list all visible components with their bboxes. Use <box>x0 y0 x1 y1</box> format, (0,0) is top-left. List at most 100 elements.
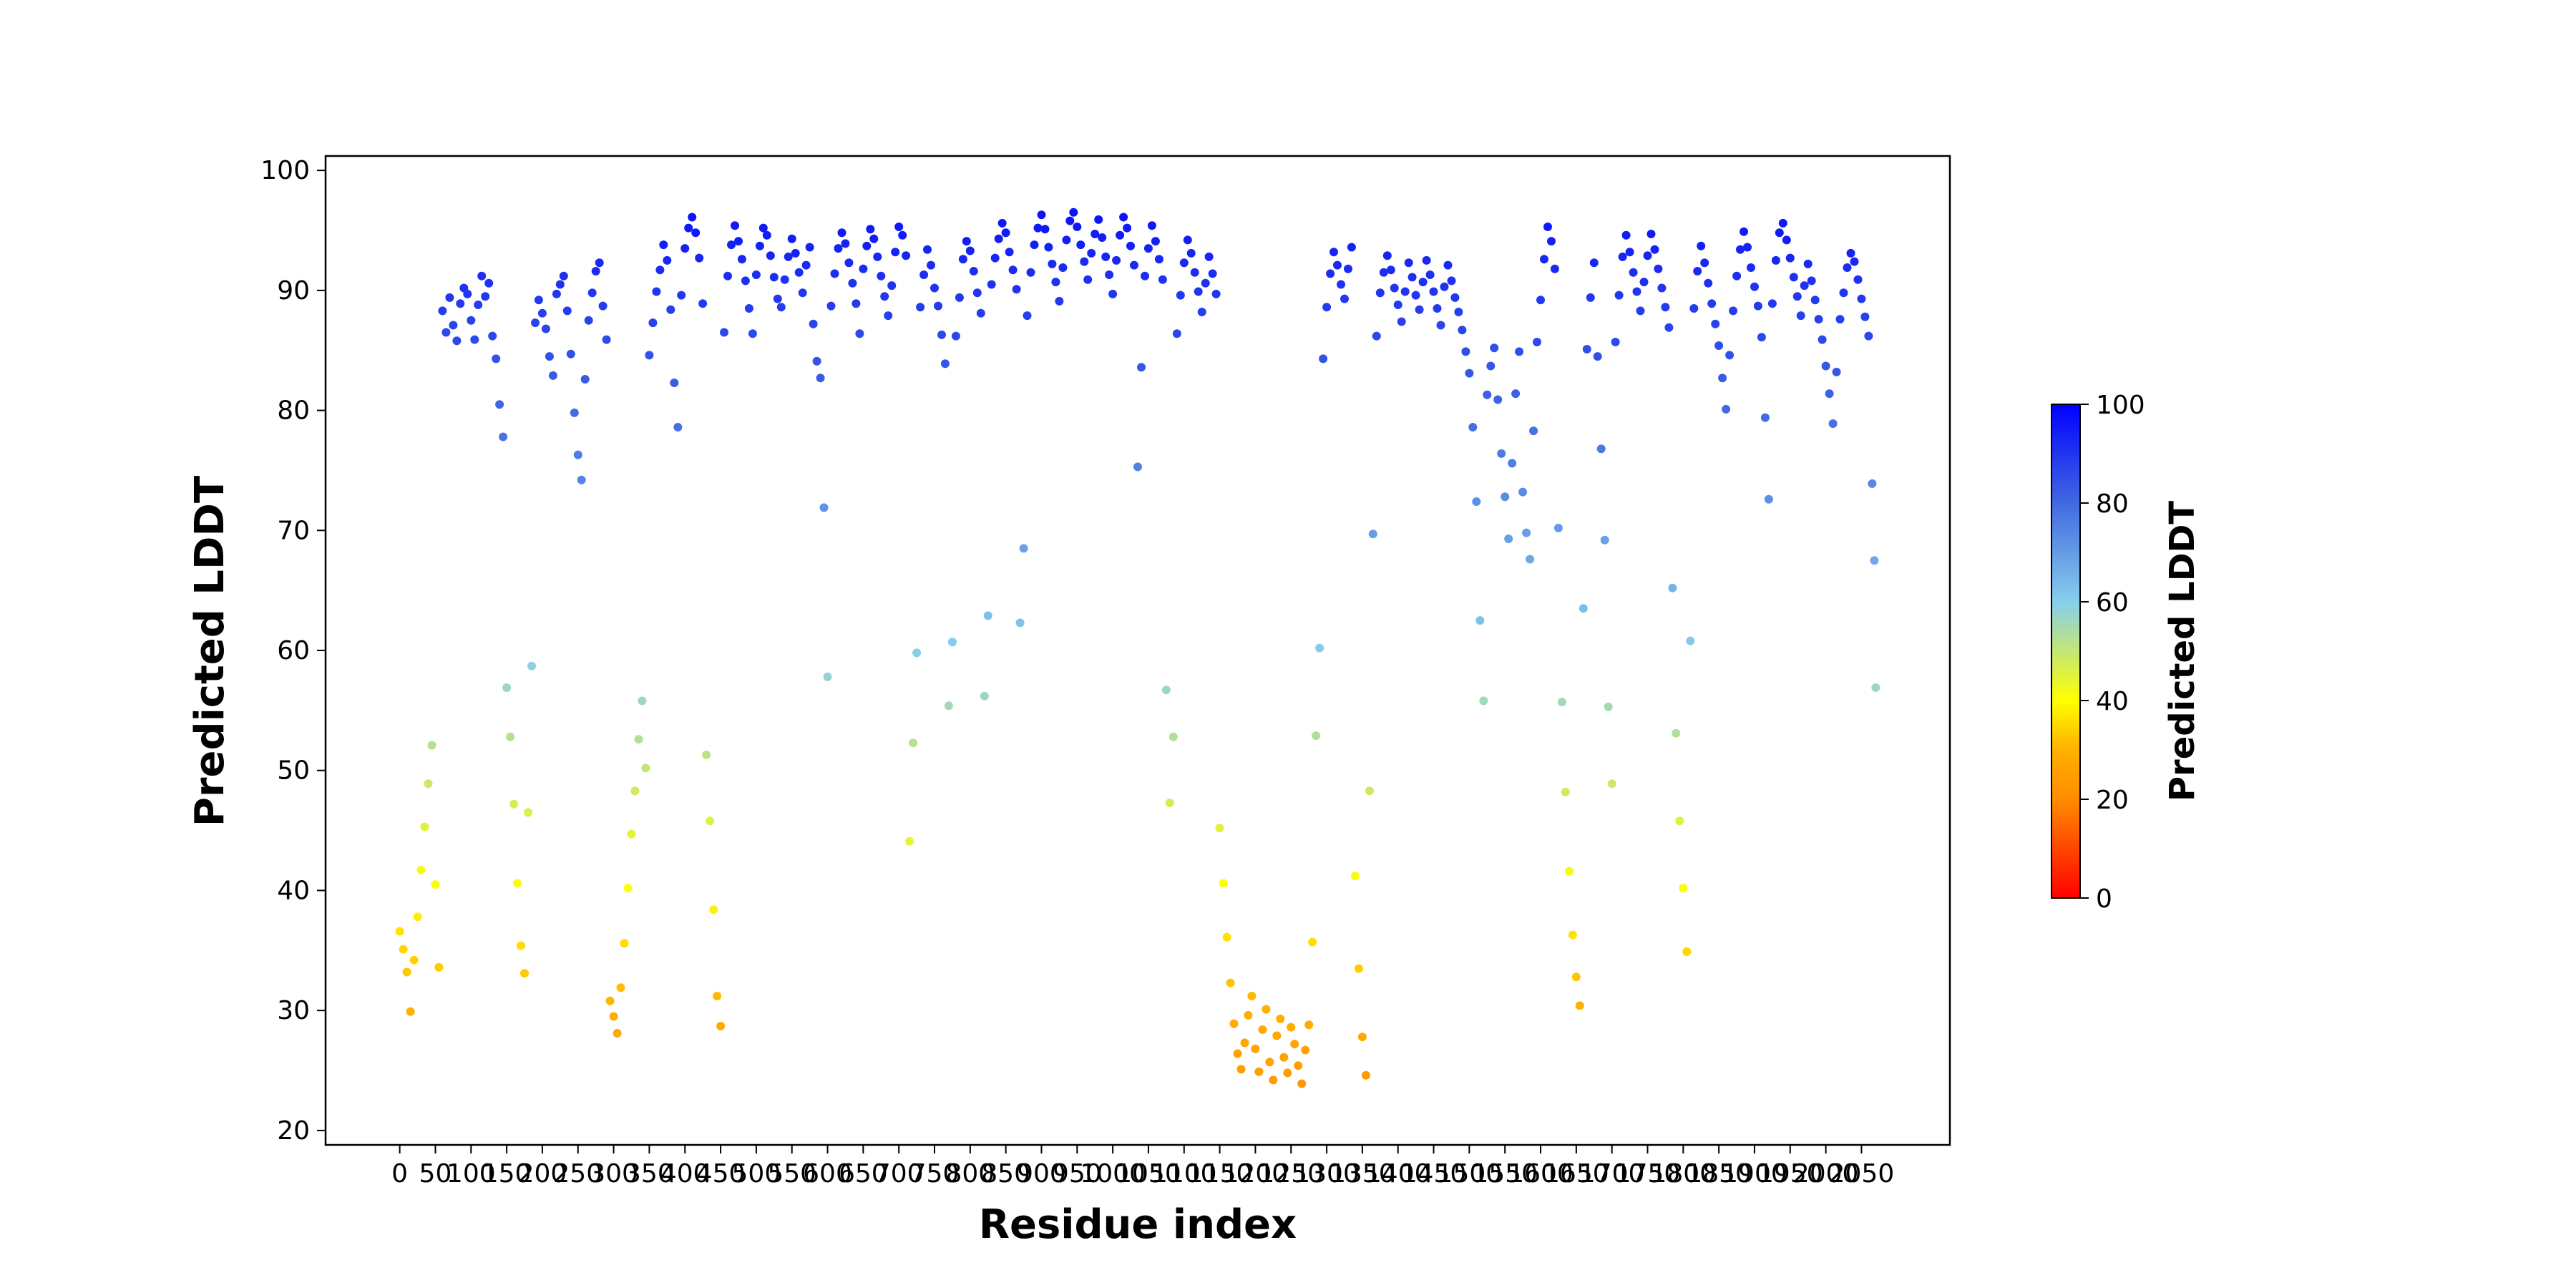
data-point <box>1550 264 1559 273</box>
x-tick-label: 100 <box>447 1159 496 1189</box>
data-point <box>994 234 1003 243</box>
data-point <box>670 379 679 387</box>
data-point <box>1771 255 1780 265</box>
data-point <box>1251 1044 1260 1053</box>
data-point <box>1650 245 1659 254</box>
data-point <box>688 213 697 222</box>
y-tick-label: 100 <box>260 156 310 185</box>
data-point <box>1204 252 1214 261</box>
data-point <box>1372 331 1381 341</box>
data-point <box>449 321 458 330</box>
data-point <box>424 779 433 789</box>
x-tick-label: 1400 <box>1365 1159 1431 1189</box>
x-tick-label: 250 <box>553 1159 602 1189</box>
data-point <box>1568 930 1577 940</box>
data-point <box>834 244 843 253</box>
data-point <box>1080 257 1089 266</box>
data-point <box>584 316 593 325</box>
data-point <box>474 301 483 309</box>
data-point <box>541 324 550 333</box>
y-tick-label: 30 <box>277 996 310 1025</box>
data-point <box>1433 304 1442 313</box>
data-point <box>791 248 800 258</box>
data-point <box>427 741 436 750</box>
data-point <box>1747 263 1755 272</box>
data-point <box>1294 1061 1303 1070</box>
data-point <box>1076 240 1085 250</box>
data-point <box>1098 233 1107 242</box>
data-point <box>798 288 807 298</box>
data-point <box>1315 643 1324 653</box>
y-axis: 20 30 40 50 60 70 80 90 100 <box>260 156 326 1146</box>
data-point <box>809 319 818 328</box>
data-point <box>1600 535 1609 545</box>
data-point <box>562 306 572 316</box>
data-point <box>1161 686 1171 695</box>
data-point <box>1835 315 1845 324</box>
data-point <box>1008 265 1018 275</box>
data-point <box>623 884 633 893</box>
data-point <box>1718 374 1727 383</box>
x-tick-label: 1750 <box>1615 1159 1681 1189</box>
data-point <box>1040 225 1050 234</box>
data-point <box>1083 275 1093 284</box>
data-point <box>894 223 904 231</box>
data-point <box>1397 317 1406 326</box>
data-point <box>1850 257 1859 266</box>
x-tick-label: 1300 <box>1294 1159 1360 1189</box>
data-point <box>1614 291 1624 300</box>
data-point <box>1682 947 1692 956</box>
data-point <box>499 432 508 441</box>
data-point <box>452 336 462 346</box>
x-tick-label: 850 <box>981 1159 1030 1189</box>
data-point <box>1504 535 1513 543</box>
data-point <box>1407 273 1417 282</box>
data-point <box>520 969 529 978</box>
data-point <box>1611 338 1620 346</box>
data-point <box>844 258 854 268</box>
data-point <box>602 335 611 344</box>
data-point <box>787 234 796 243</box>
x-tick-label: 300 <box>589 1159 638 1189</box>
data-point <box>1547 237 1556 246</box>
data-point <box>1233 1049 1242 1058</box>
data-point <box>769 273 779 282</box>
data-point <box>1211 289 1221 298</box>
y-tick-label: 90 <box>277 276 310 306</box>
data-point <box>1386 265 1395 275</box>
data-point <box>997 218 1007 228</box>
data-point <box>766 251 775 260</box>
data-point <box>1511 389 1521 399</box>
data-point <box>912 648 922 658</box>
data-point <box>1219 879 1228 888</box>
data-point <box>751 270 761 279</box>
data-point <box>524 808 532 817</box>
x-tick-label: 500 <box>732 1159 781 1189</box>
data-point <box>1340 294 1349 303</box>
data-point <box>1269 1075 1278 1085</box>
colorbar-title: Predicted LDDT <box>2162 501 2202 802</box>
data-point <box>880 292 889 301</box>
data-point <box>1508 459 1517 468</box>
data-point <box>962 237 971 246</box>
data-point <box>773 294 782 303</box>
data-point <box>1091 230 1100 238</box>
data-point <box>1322 303 1332 312</box>
data-point <box>1069 208 1078 217</box>
data-point <box>409 955 419 965</box>
data-point <box>1501 492 1510 502</box>
data-point <box>780 275 789 284</box>
data-point <box>577 475 586 484</box>
data-point <box>1543 223 1552 231</box>
colorbar-tick-label: 100 <box>2096 391 2145 420</box>
data-point <box>691 228 701 238</box>
y-tick-label: 80 <box>277 396 310 426</box>
data-point <box>416 865 426 874</box>
data-point <box>1172 329 1181 338</box>
data-point <box>1533 338 1541 346</box>
data-point <box>1497 449 1506 458</box>
data-point <box>1179 258 1189 268</box>
data-point <box>1393 301 1402 309</box>
data-point <box>1236 1065 1246 1074</box>
data-point <box>663 255 672 265</box>
